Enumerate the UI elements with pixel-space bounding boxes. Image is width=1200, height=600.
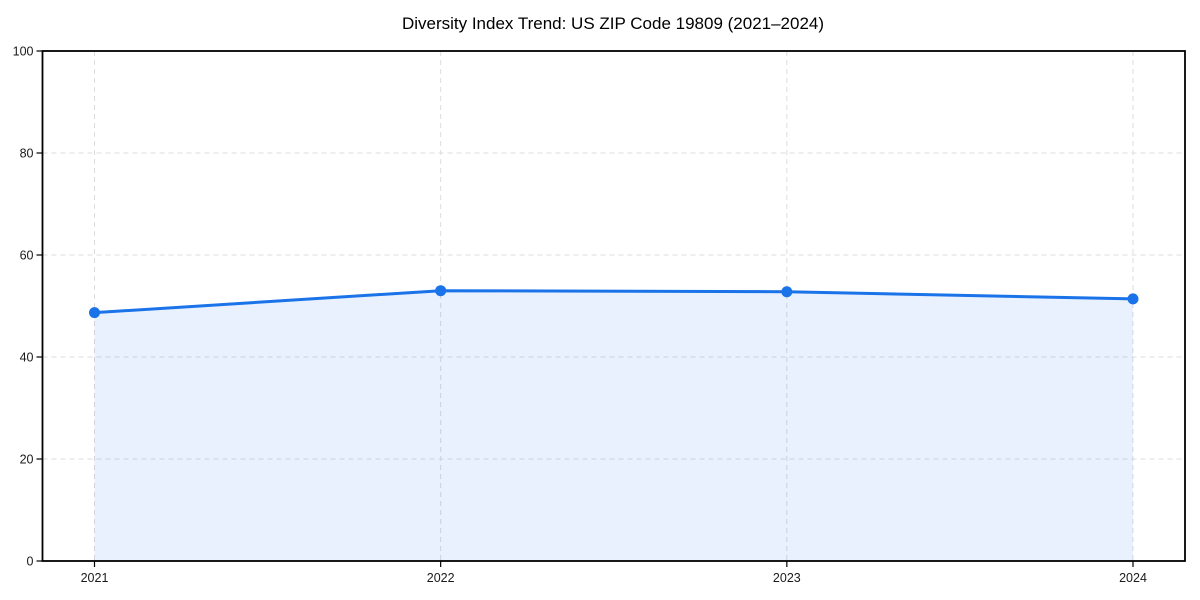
y-tick-label: 80 — [20, 147, 34, 161]
area-fill-shape — [94, 290, 1133, 561]
data-point-2023 — [781, 286, 793, 298]
trend-line — [93, 289, 1135, 315]
x-tick-label: 2021 — [81, 571, 109, 585]
plot-frame — [41, 50, 1186, 562]
x-tick-label: 2023 — [773, 571, 801, 585]
y-tick-label: 60 — [20, 249, 34, 263]
data-point-2021 — [89, 307, 100, 319]
axis-tick-labels: 0 20 40 60 80 100 2021 2022 2023 2024 — [13, 45, 1147, 586]
y-tick-label: 0 — [27, 555, 34, 569]
data-point-2024 — [1127, 293, 1139, 305]
area-fill — [94, 290, 1133, 561]
data-point-2022 — [435, 285, 447, 297]
axis-ticks — [36, 50, 1134, 567]
y-tick-label: 40 — [20, 351, 34, 365]
gridlines — [42, 51, 1185, 561]
y-tick-label: 20 — [20, 453, 34, 467]
x-tick-label: 2022 — [427, 571, 455, 585]
trend-line-path — [93, 289, 1135, 315]
y-tick-label: 100 — [13, 45, 34, 59]
x-tick-label: 2024 — [1119, 571, 1147, 585]
plot-border — [41, 50, 1186, 562]
chart-title: Diversity Index Trend: US ZIP Code 19809… — [402, 14, 824, 33]
data-points — [89, 285, 1139, 319]
